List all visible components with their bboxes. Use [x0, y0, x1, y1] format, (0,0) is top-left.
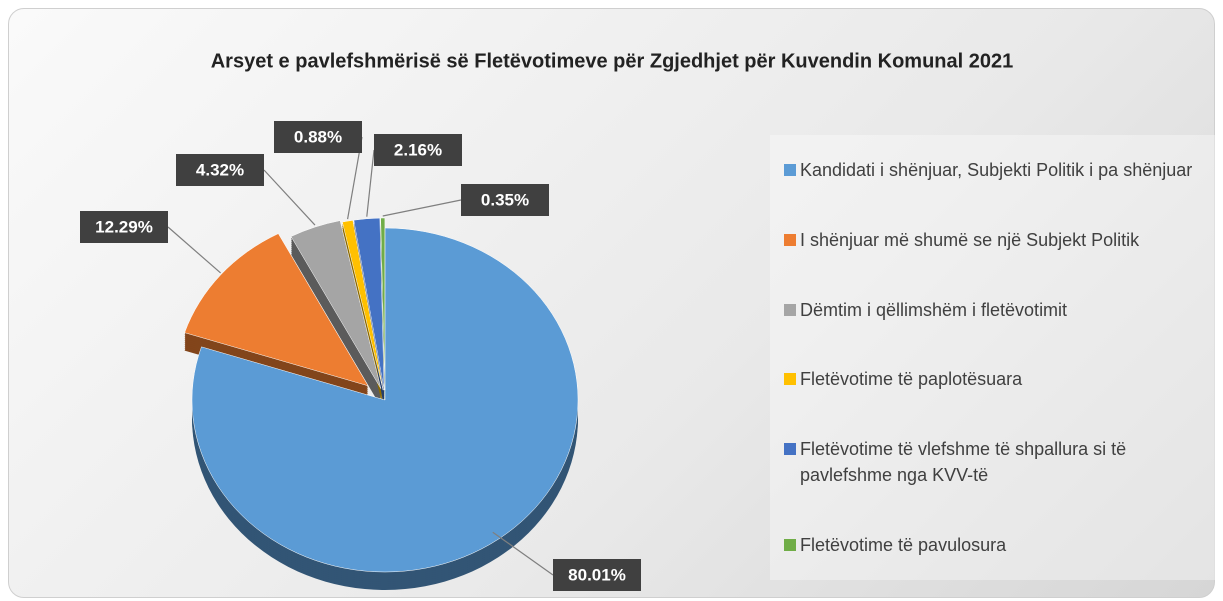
legend-item: Dëmtim i qëllimshëm i fletëvotimit: [784, 297, 1215, 323]
data-label-box: [374, 134, 462, 166]
chart-title: Arsyet e pavlefshmërisë së Fletëvotimeve…: [211, 50, 1014, 72]
data-label: 4.32%: [196, 160, 244, 179]
leader-line: [492, 531, 554, 576]
data-label: 80.01%: [568, 565, 626, 584]
slice: [342, 220, 384, 391]
legend-swatch: [784, 373, 796, 386]
data-label-box: [553, 559, 641, 591]
legend-label: Fletëvotime të paplotësuara: [800, 369, 1023, 390]
legend-item: I shënjuar më shumë se një Subjekt Polit…: [784, 227, 1215, 253]
legend-item: Kandidati i shënjuar, Subjekti Politik i…: [784, 157, 1215, 183]
data-label: 0.35%: [481, 190, 529, 209]
leader-line: [382, 199, 462, 217]
data-label-box: [461, 184, 549, 216]
slice: [191, 227, 579, 573]
legend-item: Fletëvotime të paplotësuara: [784, 366, 1215, 392]
legend: Kandidati i shënjuar, Subjekti Politik i…: [770, 135, 1215, 580]
data-label-box: [176, 154, 264, 186]
slice: [290, 220, 382, 389]
data-label-box: [80, 211, 168, 243]
legend-label: Fletëvotime të vlefshme të shpallura si …: [800, 439, 1127, 486]
legend-item: Fletëvotime të vlefshme të shpallura si …: [784, 436, 1215, 488]
legend-swatch: [784, 539, 796, 552]
legend-label: Fletëvotime të pavulosura: [800, 535, 1007, 556]
legend-swatch: [784, 443, 796, 456]
slice-side: [342, 226, 384, 397]
data-label: 12.29%: [95, 217, 153, 236]
slice: [380, 217, 386, 391]
slice: [184, 233, 369, 387]
legend-swatch: [784, 303, 796, 316]
slice: [353, 217, 385, 391]
slice-side: [342, 224, 384, 395]
legend-item: Fletëvotime të pavulosura: [784, 532, 1215, 558]
data-label-box: [274, 121, 362, 153]
legend-label: I shënjuar më shumë se një Subjekt Polit…: [800, 229, 1140, 250]
data-label: 0.88%: [294, 127, 342, 146]
leader-line: [263, 169, 316, 226]
legend-swatch: [784, 163, 796, 176]
legend-swatch: [784, 233, 796, 246]
leader-line: [366, 149, 375, 217]
data-label: 2.16%: [394, 140, 442, 159]
legend-label: Kandidati i shënjuar, Subjekti Politik i…: [800, 159, 1193, 180]
legend-label: Dëmtim i qëllimshëm i fletëvotimit: [800, 299, 1068, 320]
leader-line: [167, 226, 222, 274]
